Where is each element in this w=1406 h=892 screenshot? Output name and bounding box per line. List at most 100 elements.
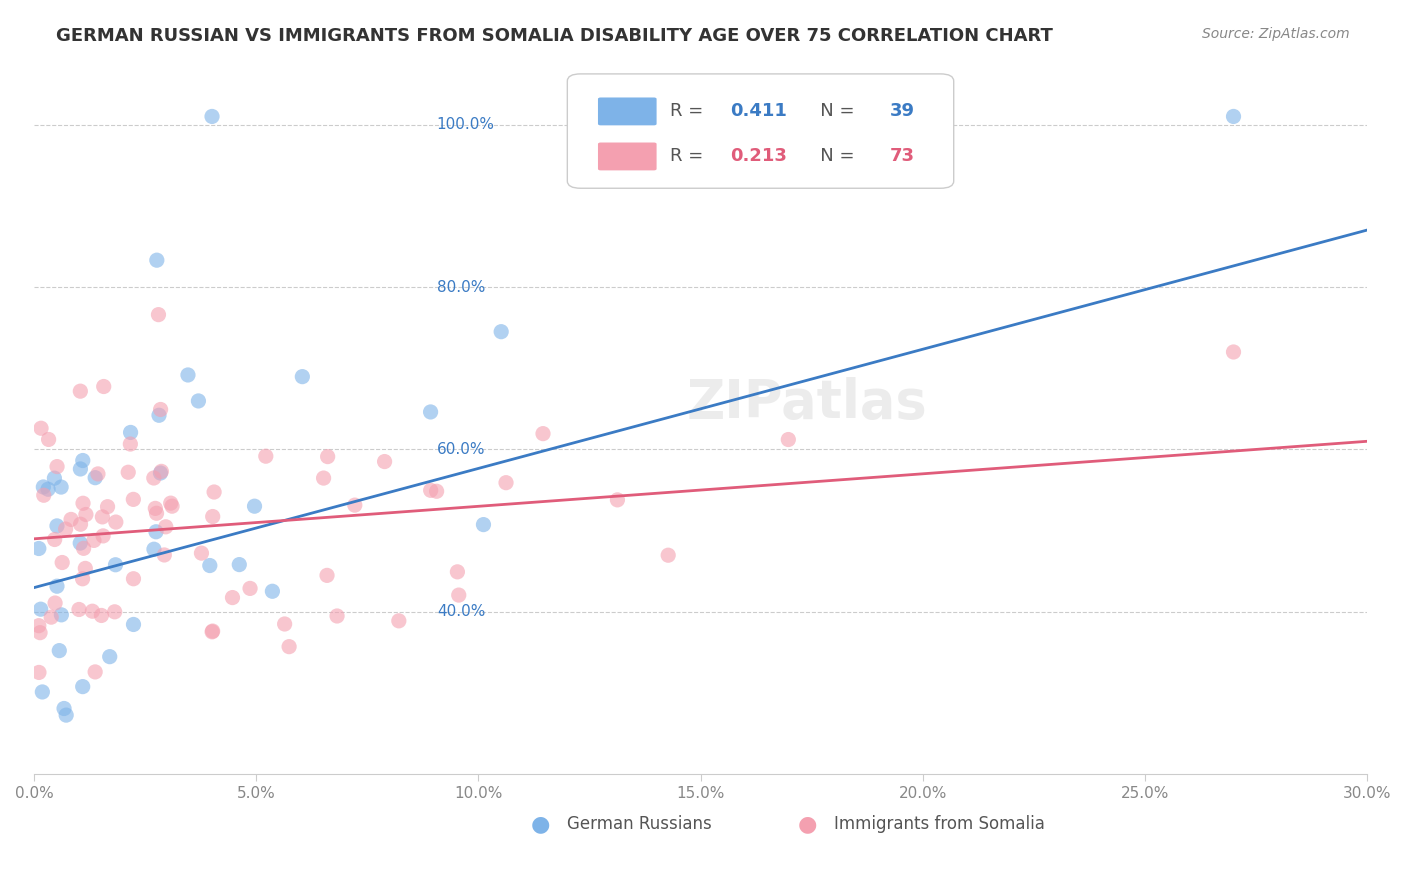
Point — [657, 548, 679, 562]
Point — [426, 484, 449, 499]
Point — [447, 588, 470, 602]
Point — [388, 614, 411, 628]
Point — [150, 464, 173, 478]
Point — [46, 579, 69, 593]
Point — [91, 529, 114, 543]
Text: GERMAN RUSSIAN VS IMMIGRANTS FROM SOMALIA DISABILITY AGE OVER 75 CORRELATION CHA: GERMAN RUSSIAN VS IMMIGRANTS FROM SOMALI… — [56, 27, 1053, 45]
Point — [39, 610, 62, 624]
Point — [104, 605, 127, 619]
Point — [69, 384, 91, 399]
Text: 73: 73 — [890, 147, 915, 165]
Point — [201, 624, 224, 639]
Text: German Russians: German Russians — [568, 815, 711, 833]
Point — [30, 421, 52, 435]
Point — [93, 379, 115, 393]
Point — [51, 556, 73, 570]
Point — [72, 541, 94, 556]
Point — [149, 402, 172, 417]
Point — [148, 308, 170, 322]
Point — [419, 405, 441, 419]
Point — [60, 512, 83, 526]
Point — [160, 499, 183, 513]
Point — [606, 492, 628, 507]
Point — [221, 591, 243, 605]
Point — [104, 515, 127, 529]
Point — [49, 480, 72, 494]
Point — [69, 462, 91, 476]
Point — [1222, 345, 1244, 359]
Point — [48, 643, 70, 657]
Point — [28, 541, 51, 556]
Point — [84, 665, 107, 679]
Point — [55, 708, 77, 723]
Point — [343, 498, 366, 512]
Point — [198, 558, 221, 573]
Point — [32, 488, 55, 502]
Point — [202, 485, 225, 500]
Point — [72, 453, 94, 467]
FancyBboxPatch shape — [598, 97, 657, 126]
Point — [278, 640, 301, 654]
Point — [122, 492, 145, 507]
Point — [489, 325, 512, 339]
Point — [472, 517, 495, 532]
Point — [69, 536, 91, 550]
Point — [239, 582, 262, 596]
Text: 0.213: 0.213 — [730, 147, 787, 165]
Text: 60.0%: 60.0% — [437, 442, 485, 457]
Point — [117, 465, 139, 479]
Point — [190, 546, 212, 560]
Point — [316, 450, 339, 464]
Point — [419, 483, 441, 498]
Point — [291, 369, 314, 384]
Point — [531, 426, 554, 441]
Point — [75, 561, 97, 575]
Point — [228, 558, 250, 572]
Point — [72, 572, 94, 586]
Point — [148, 409, 170, 423]
Point — [177, 368, 200, 382]
Point — [778, 433, 800, 447]
Point — [67, 602, 90, 616]
Text: 100.0%: 100.0% — [437, 117, 495, 132]
Text: ●: ● — [797, 814, 817, 834]
Point — [28, 618, 51, 632]
Point — [273, 617, 295, 632]
Point — [87, 467, 110, 481]
Point — [91, 509, 114, 524]
Point — [51, 607, 73, 622]
Point — [28, 625, 51, 640]
Text: R =: R = — [669, 102, 709, 120]
Text: ZIPatlas: ZIPatlas — [686, 376, 928, 429]
Point — [32, 480, 55, 494]
Point — [149, 466, 172, 480]
Point — [254, 449, 277, 463]
Point — [84, 471, 107, 485]
Text: N =: N = — [803, 147, 860, 165]
Point — [446, 565, 468, 579]
Point — [44, 533, 66, 547]
Point — [155, 520, 177, 534]
Point — [187, 393, 209, 408]
Point — [122, 572, 145, 586]
Point — [262, 584, 284, 599]
Point — [312, 471, 335, 485]
Point — [159, 496, 181, 510]
FancyBboxPatch shape — [598, 143, 657, 170]
Point — [46, 519, 69, 533]
Point — [1222, 110, 1244, 124]
Point — [145, 524, 167, 539]
Point — [44, 596, 66, 610]
Text: R =: R = — [669, 147, 709, 165]
Point — [98, 649, 121, 664]
Point — [122, 617, 145, 632]
Point — [82, 604, 104, 618]
Point — [37, 482, 59, 496]
Point — [53, 701, 76, 715]
Point — [28, 665, 51, 680]
Point — [38, 433, 60, 447]
Point — [243, 499, 266, 513]
Text: 80.0%: 80.0% — [437, 279, 485, 294]
Point — [120, 425, 142, 440]
Text: 40.0%: 40.0% — [437, 605, 485, 619]
